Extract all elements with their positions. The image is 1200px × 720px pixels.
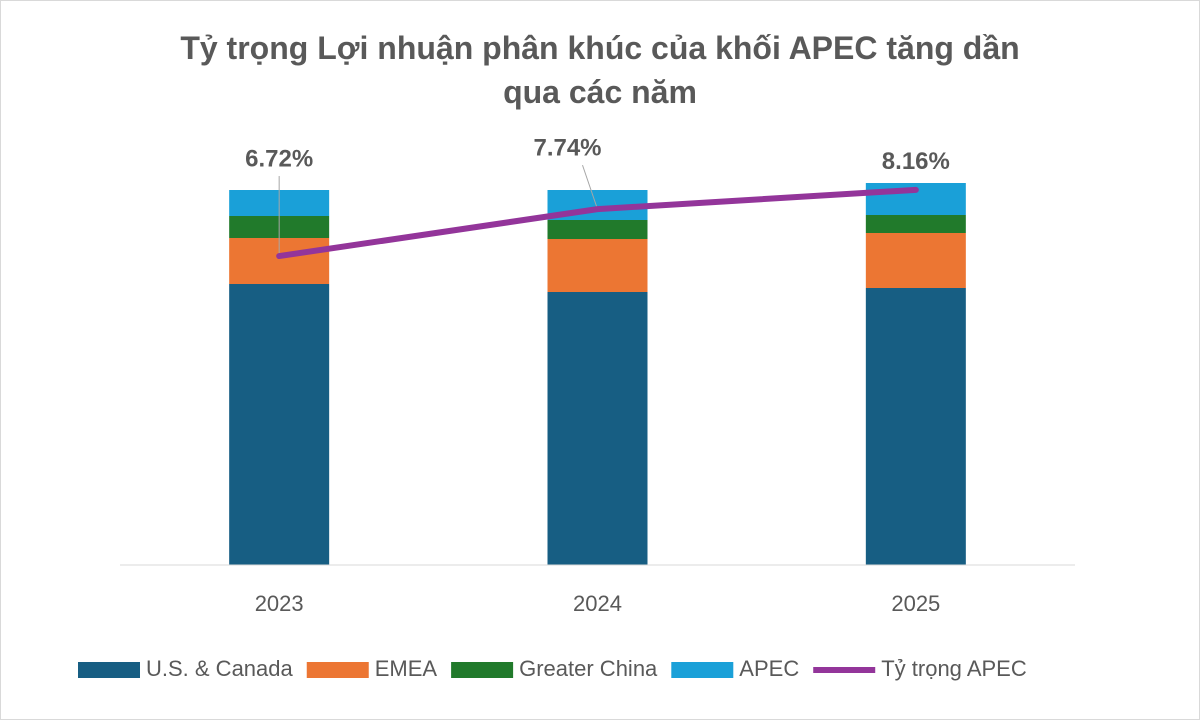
bar-segment — [547, 292, 648, 565]
legend-swatch — [306, 662, 369, 678]
x-tick-label: 2023 — [255, 591, 304, 616]
legend-swatch — [671, 662, 734, 678]
bar-segment — [547, 239, 648, 292]
bar-segment — [547, 220, 648, 239]
legend-swatch — [451, 662, 514, 678]
legend-label: EMEA — [375, 656, 438, 681]
bar-segment — [865, 233, 966, 288]
bar-segment — [865, 215, 966, 233]
legend-label: Greater China — [519, 656, 658, 681]
bar-segment — [865, 288, 966, 565]
data-label: 8.16% — [882, 148, 950, 175]
legend-label: U.S. & Canada — [146, 656, 294, 681]
data-label: 6.72% — [245, 145, 313, 172]
chart-title: Tỷ trọng Lợi nhuận phân khúc của khối AP… — [180, 30, 1020, 110]
legend-label: Tỷ trọng APEC — [881, 656, 1027, 681]
data-label: 7.74% — [533, 134, 601, 161]
bar-segment — [229, 284, 330, 565]
x-tick-label: 2025 — [891, 591, 940, 616]
legend-swatch — [78, 662, 140, 678]
legend-label: APEC — [739, 656, 799, 681]
line-series — [276, 186, 919, 260]
x-tick-label: 2024 — [573, 591, 622, 616]
leader-line — [582, 164, 598, 210]
